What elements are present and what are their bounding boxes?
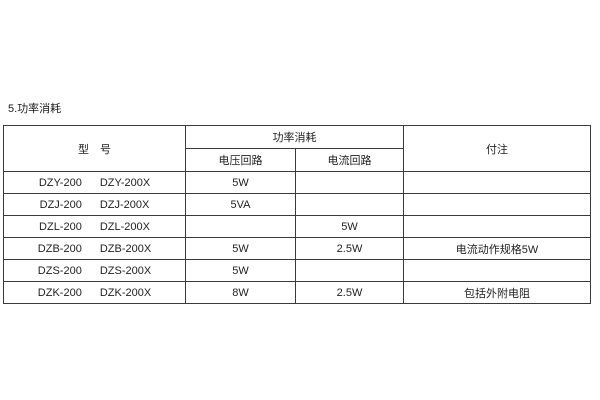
current-circuit-cell: 2.5W [295, 281, 404, 304]
model-cell: DZJ-200 DZJ-200X [3, 193, 186, 216]
voltage-circuit-cell: 5VA [185, 193, 296, 216]
note-cell [403, 171, 591, 194]
note-cell: 电流动作规格5W [403, 237, 591, 260]
current-circuit-cell [295, 171, 404, 194]
section-title: 5.功率消耗 [8, 103, 62, 115]
table-row: DZY-200 DZY-200X 5W [3, 171, 591, 194]
model-name: DZY-200 [38, 176, 82, 189]
header-current-circuit: 电流回路 [295, 148, 404, 172]
note-cell: 包括外附电阻 [403, 281, 591, 304]
voltage-circuit-cell: 5W [185, 259, 296, 282]
model-name: DZL-200X [99, 220, 150, 233]
model-name: DZB-200 [37, 242, 82, 255]
header-model: 型 号 [3, 125, 186, 172]
model-name: DZK-200 [37, 286, 82, 299]
model-name: DZJ-200X [99, 198, 150, 211]
current-circuit-cell [295, 193, 404, 216]
model-name: DZL-200 [39, 220, 82, 233]
note-cell [403, 215, 591, 238]
model-cell: DZK-200 DZK-200X [3, 281, 186, 304]
table-row: DZJ-200 DZJ-200X 5VA [3, 193, 591, 216]
header-note: 付注 [403, 125, 591, 172]
note-cell [403, 193, 591, 216]
model-cell: DZY-200 DZY-200X [3, 171, 186, 194]
table-row: DZL-200 DZL-200X 5W [3, 215, 591, 238]
table-header-row-1: 型 号 功率消耗 付注 [3, 125, 591, 172]
header-voltage-circuit: 电压回路 [185, 148, 296, 172]
current-circuit-cell [295, 259, 404, 282]
model-name: DZY-200X [99, 176, 151, 189]
table-row: DZS-200 DZS-200X 5W [3, 259, 591, 282]
current-circuit-cell: 5W [295, 215, 404, 238]
table-row: DZB-200 DZB-200X 5W 2.5W 电流动作规格5W [3, 237, 591, 260]
table-row: DZK-200 DZK-200X 8W 2.5W 包括外附电阻 [3, 281, 591, 304]
voltage-circuit-cell: 8W [185, 281, 296, 304]
voltage-circuit-cell [185, 215, 296, 238]
voltage-circuit-cell: 5W [185, 237, 296, 260]
model-cell: DZB-200 DZB-200X [3, 237, 186, 260]
model-cell: DZS-200 DZS-200X [3, 259, 186, 282]
current-circuit-cell: 2.5W [295, 237, 404, 260]
model-name: DZS-200X [99, 264, 152, 277]
note-cell [403, 259, 591, 282]
model-name: DZJ-200 [39, 198, 82, 211]
model-cell: DZL-200 DZL-200X [3, 215, 186, 238]
model-name: DZB-200X [99, 242, 152, 255]
model-name: DZS-200 [37, 264, 82, 277]
power-consumption-table: 型 号 功率消耗 付注 电压回路 电流回路 DZY-200 DZY-200X 5… [3, 125, 591, 304]
header-power-group: 功率消耗 [185, 125, 404, 149]
model-name: DZK-200X [99, 286, 152, 299]
voltage-circuit-cell: 5W [185, 171, 296, 194]
